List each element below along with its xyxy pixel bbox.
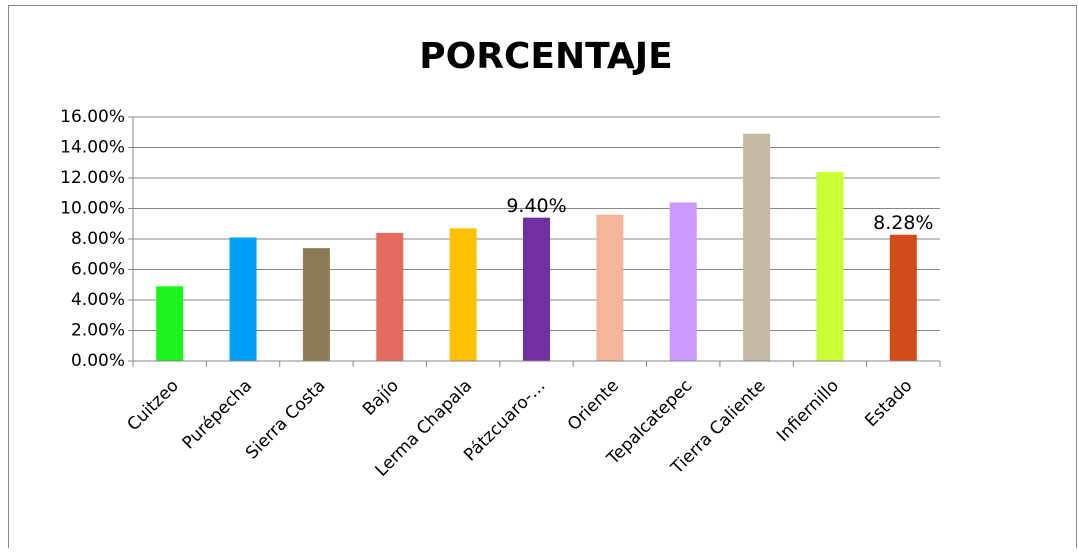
bar <box>156 286 184 361</box>
bar <box>743 133 771 361</box>
chart-title: PORCENTAJE <box>419 36 672 77</box>
bar <box>229 237 257 361</box>
y-tick-label: 14.00% <box>60 138 125 158</box>
y-tick-label: 16.00% <box>60 107 125 127</box>
y-tick-label: 2.00% <box>71 321 125 341</box>
bar <box>376 232 404 361</box>
y-tick-label: 4.00% <box>71 290 125 310</box>
y-tick-label: 12.00% <box>60 168 125 188</box>
y-tick-label: 10.00% <box>60 199 125 219</box>
y-tick-label: 8.00% <box>71 229 125 249</box>
y-tick-label: 6.00% <box>71 260 125 280</box>
y-tick-label: 0.00% <box>71 351 125 371</box>
bar <box>889 234 917 361</box>
bar <box>669 202 697 361</box>
value-label: 9.40% <box>506 195 566 217</box>
bar <box>523 217 550 361</box>
bar <box>596 214 624 361</box>
bar <box>449 228 477 361</box>
bar <box>302 248 330 361</box>
bar <box>816 171 844 361</box>
value-label: 8.28% <box>873 212 933 234</box>
